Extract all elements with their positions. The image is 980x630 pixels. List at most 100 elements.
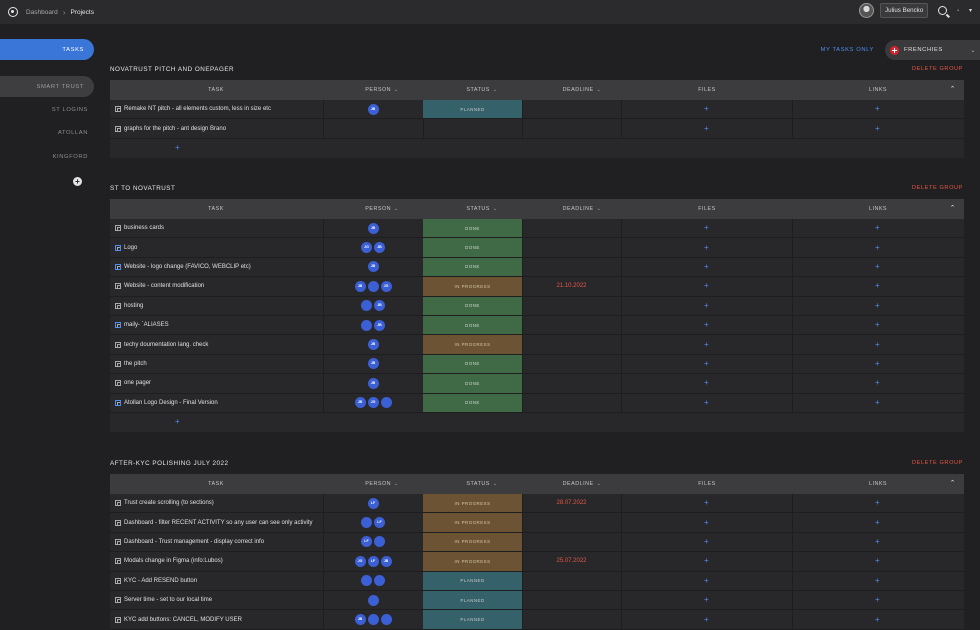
person-avatar[interactable] [367, 594, 379, 606]
sidebar-item-tasks[interactable]: TASKS [0, 39, 94, 60]
add-file-icon[interactable]: + [704, 595, 709, 605]
add-link-icon[interactable]: + [875, 358, 880, 368]
person-avatars[interactable]: JG JB [323, 242, 423, 254]
add-task-icon[interactable]: + [175, 142, 180, 152]
person-avatars[interactable]: JB [323, 103, 423, 115]
task-expand-icon[interactable] [115, 244, 121, 251]
person-avatar[interactable] [380, 397, 392, 409]
deadline-cell[interactable]: 25.07.2022 [556, 558, 587, 565]
add-file-icon[interactable]: + [704, 281, 709, 291]
app-logo-icon[interactable] [8, 7, 18, 17]
person-avatar[interactable] [367, 614, 379, 626]
person-avatar[interactable]: JB [367, 222, 379, 234]
add-link-icon[interactable]: + [875, 281, 880, 291]
add-file-icon[interactable]: + [704, 378, 709, 388]
user-avatar[interactable] [859, 3, 875, 18]
person-avatar[interactable]: JG [354, 555, 366, 567]
username-label[interactable]: Julius Bencko [880, 3, 929, 18]
person-avatars[interactable]: LF [323, 536, 423, 548]
task-name[interactable]: Trust create scrolling (to sections) [124, 500, 214, 507]
task-name[interactable]: maily- `ALIASES [124, 322, 169, 329]
add-file-icon[interactable]: + [704, 223, 709, 233]
status-cell[interactable]: IN PROGRESS [423, 494, 522, 513]
add-file-icon[interactable]: + [704, 397, 709, 407]
person-avatars[interactable]: JB [323, 300, 423, 312]
task-expand-icon[interactable] [115, 283, 121, 290]
person-avatar[interactable]: JB [367, 261, 379, 273]
status-cell[interactable]: IN PROGRESS [423, 532, 522, 552]
add-task-icon[interactable]: + [175, 416, 180, 426]
add-link-icon[interactable]: + [875, 242, 880, 252]
column-header-links[interactable]: LINKS [848, 481, 908, 487]
column-header-task[interactable]: TASK [186, 87, 246, 93]
deadline-cell[interactable]: 28.07.2022 [556, 500, 587, 507]
add-file-icon[interactable]: + [704, 339, 709, 349]
task-expand-icon[interactable] [115, 538, 121, 545]
person-avatar[interactable]: LF [367, 555, 379, 567]
column-header-deadline[interactable]: DEADLINE ⌄ [552, 481, 612, 487]
person-avatar[interactable]: JG [367, 397, 379, 409]
person-avatars[interactable]: JB [323, 614, 423, 626]
task-name[interactable]: Website - content modification [124, 283, 205, 290]
person-avatar[interactable]: JB [367, 103, 379, 115]
person-avatars[interactable] [323, 594, 423, 606]
add-link-icon[interactable]: + [875, 397, 880, 407]
my-tasks-only-toggle[interactable]: MY TASKS ONLY [820, 47, 874, 53]
delete-group-button[interactable]: DELETE GROUP [911, 460, 963, 466]
status-cell[interactable]: DONE [423, 257, 522, 277]
add-link-icon[interactable]: + [875, 498, 880, 508]
person-avatar[interactable]: LF [374, 517, 385, 529]
column-header-person[interactable]: PERSON ⌄ [352, 481, 412, 487]
status-cell[interactable]: DONE [423, 354, 522, 374]
company-selector[interactable]: FRENCHIES ⌄ [885, 40, 980, 60]
task-expand-icon[interactable] [115, 616, 121, 623]
add-project-button[interactable]: + [73, 177, 82, 186]
status-cell[interactable]: IN PROGRESS [423, 277, 522, 296]
status-cell[interactable]: IN PROGRESS [423, 335, 522, 354]
add-file-icon[interactable]: + [704, 300, 709, 310]
task-expand-icon[interactable] [115, 225, 121, 232]
person-avatars[interactable]: JB JG [323, 397, 423, 409]
status-cell[interactable] [423, 119, 522, 137]
column-header-links[interactable]: LINKS [848, 206, 908, 212]
delete-group-button[interactable]: DELETE GROUP [911, 66, 963, 72]
person-avatar[interactable]: JB [374, 300, 385, 312]
add-link-icon[interactable]: + [875, 575, 880, 585]
person-avatar[interactable] [361, 300, 372, 312]
status-cell[interactable]: PLANNED [423, 610, 522, 629]
sidebar-item-atollan[interactable]: ATOLLAN [57, 130, 88, 136]
column-header-files[interactable]: FILES [677, 481, 737, 487]
add-link-icon[interactable]: + [875, 261, 880, 271]
task-name[interactable]: Modals change in Figma (info:Lubos) [124, 558, 223, 565]
column-header-task[interactable]: TASK [186, 206, 246, 212]
task-expand-icon[interactable] [115, 322, 121, 329]
column-header-files[interactable]: FILES [677, 87, 737, 93]
person-avatar[interactable]: JB [367, 339, 379, 351]
column-header-deadline[interactable]: DEADLINE ⌄ [552, 206, 612, 212]
sidebar-item-st-logins[interactable]: ST LOGINS [51, 107, 88, 113]
status-cell[interactable]: PLANNED [423, 590, 522, 610]
person-avatars[interactable]: JB [323, 222, 423, 234]
task-name[interactable]: Dashboard - Trust management - display c… [124, 538, 265, 545]
task-expand-icon[interactable] [115, 125, 121, 132]
person-avatar[interactable] [361, 517, 372, 529]
add-link-icon[interactable]: + [875, 556, 880, 566]
add-file-icon[interactable]: + [704, 556, 709, 566]
task-name[interactable]: business cards [124, 225, 165, 232]
person-avatars[interactable]: JB [323, 319, 423, 331]
task-expand-icon[interactable] [115, 577, 121, 584]
add-link-icon[interactable]: + [875, 300, 880, 310]
status-cell[interactable]: IN PROGRESS [423, 552, 522, 571]
task-name[interactable]: Server time - set to our local time [124, 597, 213, 604]
status-cell[interactable]: DONE [423, 238, 522, 257]
task-name[interactable]: hosting [124, 302, 144, 309]
add-link-icon[interactable]: + [875, 378, 880, 388]
status-cell[interactable]: DONE [423, 219, 522, 238]
add-link-icon[interactable]: + [875, 123, 880, 133]
status-cell[interactable]: PLANNED [423, 100, 522, 119]
person-avatar[interactable]: JB [374, 319, 385, 331]
task-name[interactable]: KYC add buttons: CANCEL, MODIFY USER [124, 616, 242, 623]
add-link-icon[interactable]: + [875, 104, 880, 114]
status-cell[interactable]: IN PROGRESS [423, 513, 522, 532]
task-expand-icon[interactable] [115, 399, 121, 406]
